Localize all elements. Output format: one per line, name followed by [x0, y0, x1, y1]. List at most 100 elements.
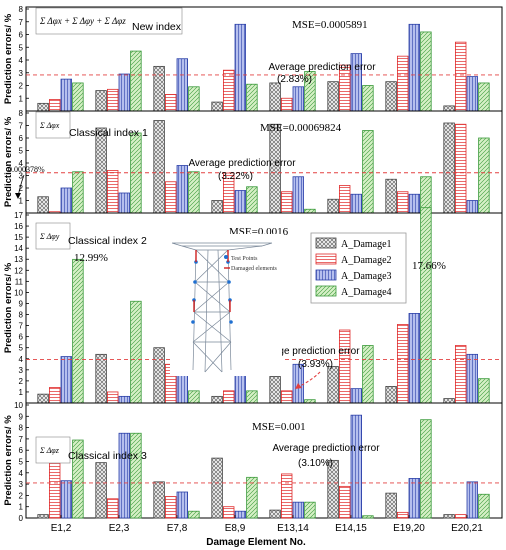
bar-a-damage1-6	[327, 198, 339, 214]
formula-text: Σ Δφx	[39, 121, 60, 130]
bar-a-damage1-5	[269, 82, 281, 112]
bar-a-damage3-4	[234, 190, 247, 214]
y-tick-label: 11	[15, 277, 24, 286]
bar-a-damage2-3	[164, 181, 177, 214]
bar-a-damage2-2	[107, 88, 119, 112]
formula-box	[35, 7, 183, 35]
bar-a-damage4-3	[188, 510, 200, 519]
panel-classical3: 0 1 2 3 4 5 6 7 8 9 10 Σ Δφz Classical index 3 MSE=0.…	[3, 401, 503, 534]
bar-a-damage3-8	[466, 76, 479, 112]
panel-new: 1 2 3 4 5 6 7 8 Σ Δφx + Σ Δφy + Σ Δφz New index MS…	[3, 5, 503, 112]
bar-a-damage4-8	[478, 378, 490, 404]
bar-a-damage3-5	[292, 86, 305, 112]
x-tick-label: E13,14	[277, 523, 309, 534]
mse-label: MSE=0.00069824	[260, 122, 342, 134]
bar-a-damage3-6	[350, 193, 363, 214]
bar-a-damage4-3	[188, 390, 200, 404]
y-tick-label: 0	[19, 514, 24, 523]
y-tick-label: 2	[19, 491, 24, 500]
bar-a-damage3-8	[466, 481, 479, 519]
bar-a-damage2-8	[454, 345, 467, 404]
y-tick-label: 17	[14, 211, 23, 220]
legend-label-4: A_Damage4	[341, 287, 392, 298]
x-tick-label: E19,20	[393, 523, 425, 534]
bar-a-damage4-8	[478, 82, 490, 112]
bar-a-damage4-2	[130, 300, 142, 404]
bar-a-damage3-4	[234, 23, 247, 112]
bar-a-damage4-5	[304, 501, 316, 519]
bar-a-damage4-4	[246, 390, 258, 404]
y-axis-label: Prediction errors/ %	[3, 116, 14, 207]
y-tick-label: 9	[19, 412, 24, 421]
bar-a-damage2-5	[280, 191, 293, 214]
test-point-key	[224, 255, 228, 259]
bar-a-damage4-1	[72, 439, 84, 519]
legend-swatch-2	[315, 253, 337, 265]
bar-a-damage4-4	[246, 83, 258, 112]
bar-a-damage4-5	[304, 208, 316, 214]
y-tick-label: 3	[19, 172, 24, 181]
bar-a-damage3-7	[408, 193, 421, 214]
avg-arrowhead	[295, 383, 302, 389]
bar-a-damage4-2	[130, 432, 142, 519]
peak-label-right: 17.66%	[412, 260, 446, 272]
bar-a-damage1-2	[95, 353, 107, 404]
y-tick-label: 5	[19, 344, 24, 353]
bar-a-damage1-8	[443, 398, 455, 404]
avg-arrow	[299, 371, 321, 387]
y-tick-label: 7	[19, 18, 24, 27]
y-tick-label: 7	[19, 435, 24, 444]
legend-swatch-4	[315, 285, 337, 297]
inset-label-test-points: Test Points	[231, 256, 258, 262]
legend: A_Damage1 A_Damage2 A_Damage3 A_Damage4	[310, 232, 407, 304]
bar-a-damage4-3	[188, 171, 200, 214]
panel-classical1: 1 2 3 4 5 6 7 8 Σ Δφx Classical index 1 MSE=0.0006…	[3, 109, 503, 214]
bar-a-damage3-2	[118, 395, 131, 404]
y-tick-label: 10	[14, 288, 23, 297]
bar-a-damage2-6	[338, 485, 351, 519]
y-tick-label: 4	[19, 469, 24, 478]
legend-label-2: A_Damage2	[341, 255, 392, 266]
bar-a-damage1-5	[269, 376, 281, 404]
y-tick-label: 6	[19, 333, 24, 342]
y-axis-label: Prediction errors/ %	[3, 13, 14, 104]
y-tick-label: 9	[19, 299, 24, 308]
legend-label-3: A_Damage3	[341, 271, 392, 282]
bar-a-damage1-4	[211, 200, 223, 214]
mse-label: MSE=0.0005891	[292, 19, 368, 31]
y-axis-label: Prediction errors/ %	[3, 415, 14, 506]
bar-a-damage2-7	[396, 511, 409, 519]
bar-a-damage2-8	[454, 123, 467, 214]
bar-a-damage2-5	[280, 390, 293, 404]
formula-box	[35, 436, 71, 464]
note-label: 0.000378%	[8, 165, 45, 174]
y-tick-label: 6	[19, 446, 24, 455]
x-tick-label: E8,9	[225, 523, 246, 534]
bar-a-damage4-1	[72, 258, 84, 404]
avg-label: Average prediction error	[188, 158, 296, 169]
y-tick-label: 5	[19, 147, 24, 156]
bar-a-damage1-1	[37, 102, 49, 112]
bar-a-damage2-7	[396, 191, 409, 214]
tower-inset: Test Points Damaged elements	[170, 234, 282, 376]
bar-a-damage4-7	[420, 31, 432, 112]
y-tick-label: 4	[19, 56, 24, 65]
y-tick-label: 1	[19, 94, 24, 103]
bar-a-damage2-3	[164, 94, 177, 112]
formula-box	[35, 111, 71, 139]
plot-frame	[25, 402, 503, 519]
tower-frame	[171, 242, 273, 373]
bar-a-damage2-1	[49, 459, 61, 519]
bar-a-damage3-5	[292, 176, 305, 214]
y-tick-label: 15	[14, 233, 23, 242]
bar-a-damage1-8	[443, 105, 455, 112]
bar-a-damage3-3	[176, 371, 189, 404]
y-tick-label: 3	[19, 69, 24, 78]
bar-a-damage1-1	[37, 196, 49, 214]
bar-a-damage4-6	[362, 515, 374, 519]
index-label: New index	[132, 21, 182, 33]
bar-a-damage4-6	[362, 345, 374, 404]
y-tick-label: 3	[19, 480, 24, 489]
x-tick-label: E2,3	[109, 523, 130, 534]
